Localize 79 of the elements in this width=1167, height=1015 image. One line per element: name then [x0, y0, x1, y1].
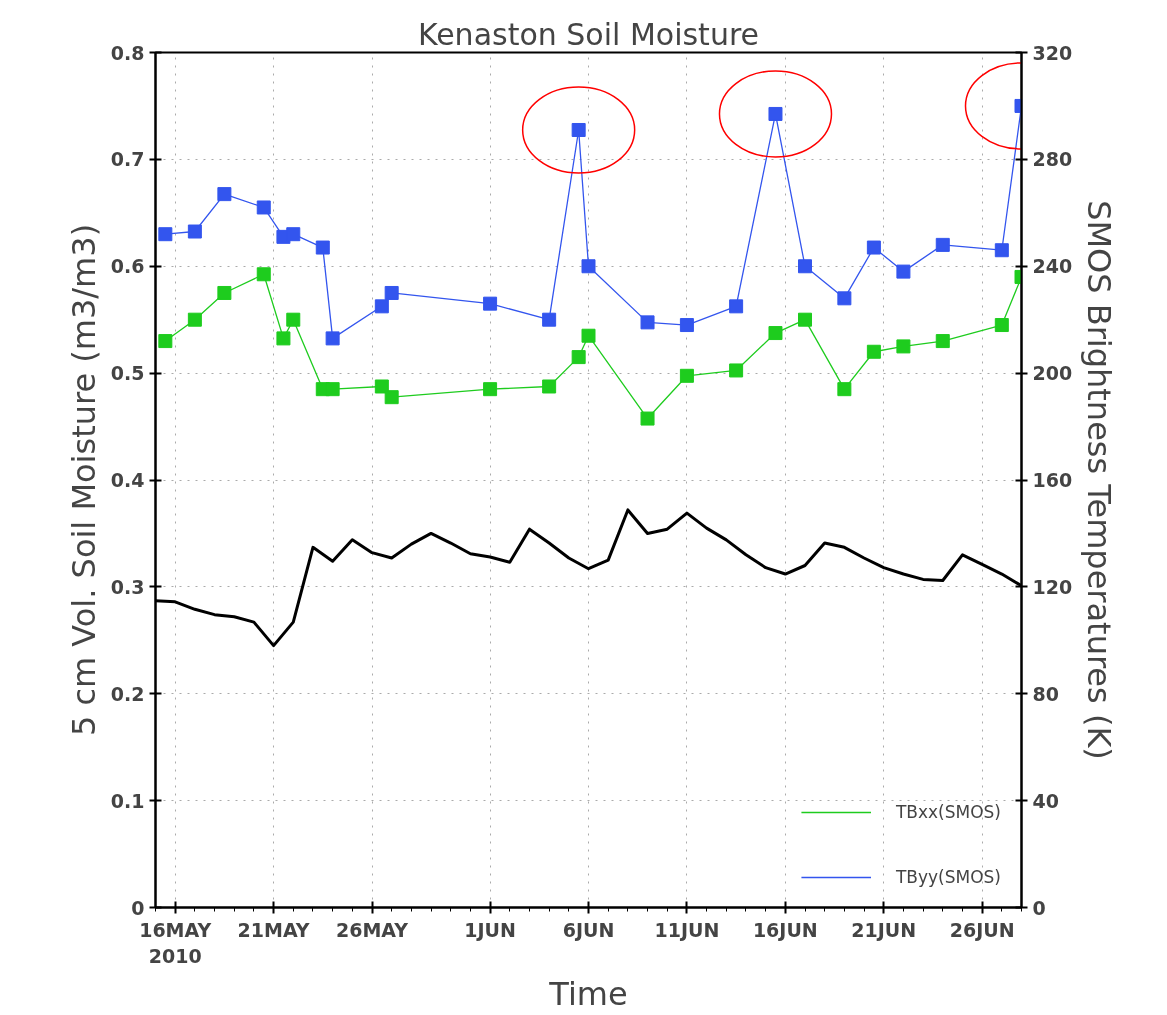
y2-tick-label: 280 — [1032, 148, 1073, 171]
x-tick-label: 26MAY — [336, 918, 409, 941]
point — [640, 315, 655, 330]
x-tick-label: 6JUN — [562, 918, 615, 941]
point — [256, 200, 271, 215]
point — [483, 296, 498, 311]
point — [866, 344, 881, 359]
point — [768, 106, 783, 121]
point — [896, 264, 911, 279]
x-tick-label: 26JUN — [949, 918, 1015, 941]
point — [837, 382, 852, 397]
x-tick-label: 1JUN — [464, 918, 516, 941]
y-tick-label: 0.5 — [110, 362, 145, 385]
point — [896, 339, 911, 354]
point — [798, 312, 812, 327]
point — [581, 259, 596, 274]
point — [571, 350, 586, 365]
x-tick-label: 21MAY — [237, 918, 310, 941]
point — [994, 318, 1009, 333]
x-tick-label: 16MAY 2010 — [139, 918, 212, 967]
y2-tick-label: 320 — [1032, 41, 1073, 64]
point — [935, 237, 950, 252]
point — [276, 331, 291, 346]
y2-axis-title: SMOS Brightness Temperatures (K) — [1080, 200, 1119, 760]
x-axis-title: Time — [548, 974, 628, 1013]
y-tick-label: 0.2 — [110, 682, 145, 705]
point — [374, 299, 389, 314]
y-tick-label: 0.4 — [110, 469, 145, 491]
point — [217, 285, 232, 300]
point — [286, 312, 301, 327]
point — [542, 379, 557, 394]
legend-label: TByy(SMOS) — [895, 867, 1001, 887]
y2-tick-label: 120 — [1032, 575, 1073, 598]
point — [729, 363, 744, 378]
point — [768, 326, 783, 341]
y-tick-label: 0.6 — [110, 255, 145, 278]
x-tick-label: 11JUN — [654, 918, 720, 941]
y2-tick-label: 240 — [1032, 255, 1073, 278]
x-tick-label: 21JUN — [851, 918, 917, 941]
point — [994, 243, 1009, 258]
y-tick-label: 0.1 — [110, 789, 145, 812]
point — [158, 227, 173, 242]
y-tick-label: 0.3 — [110, 575, 145, 598]
point — [640, 411, 655, 426]
y2-tick-label: 0 — [1032, 896, 1046, 919]
point — [729, 299, 744, 314]
point — [325, 382, 340, 397]
point — [217, 187, 232, 202]
point — [286, 227, 301, 242]
point — [837, 291, 852, 306]
point — [866, 240, 881, 255]
point — [483, 382, 498, 397]
point — [187, 312, 202, 327]
y-axis-title: 5 cm Vol. Soil Moisture (m3/m3) — [64, 223, 103, 737]
y2-tick-label: 160 — [1032, 469, 1073, 491]
point — [679, 318, 694, 333]
chart-title: Kenaston Soil Moisture — [417, 16, 760, 52]
y-tick-label: 0 — [131, 896, 145, 919]
point — [571, 122, 586, 137]
point — [679, 368, 694, 383]
y2-tick-label: 80 — [1032, 682, 1059, 705]
point — [315, 240, 330, 255]
point — [256, 267, 271, 282]
point — [542, 312, 557, 327]
point — [158, 334, 173, 349]
y2-tick-label: 200 — [1032, 362, 1073, 385]
legend-label: TBxx(SMOS) — [895, 802, 1001, 822]
point — [935, 334, 950, 349]
y-tick-label: 0.7 — [110, 148, 145, 171]
point — [374, 379, 389, 394]
y2-tick-label: 40 — [1032, 789, 1059, 812]
x-tick-label: 16JUN — [752, 918, 818, 941]
point — [187, 224, 202, 239]
point — [384, 390, 399, 405]
point — [581, 328, 596, 343]
point — [798, 259, 812, 274]
point — [325, 331, 340, 346]
point — [384, 285, 399, 300]
y-tick-label: 0.8 — [110, 41, 145, 64]
